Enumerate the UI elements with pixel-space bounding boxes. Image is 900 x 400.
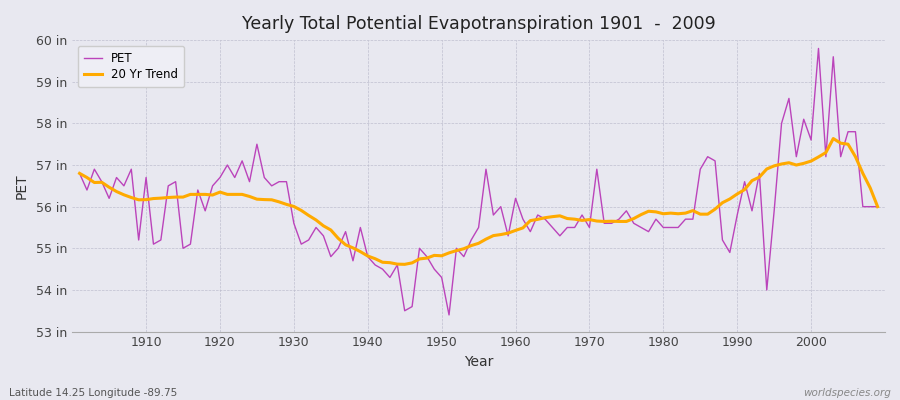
PET — [133, 238, 144, 242]
PET — [607, 221, 617, 226]
20 Yr Trend — [296, 208, 307, 213]
20 Yr Trend — [872, 204, 883, 209]
20 Yr Trend — [340, 242, 351, 247]
PET — [518, 217, 528, 222]
Text: worldspecies.org: worldspecies.org — [803, 388, 891, 398]
20 Yr Trend — [518, 226, 528, 230]
Y-axis label: PET: PET — [15, 173, 29, 199]
Line: 20 Yr Trend: 20 Yr Trend — [79, 138, 878, 264]
20 Yr Trend — [510, 228, 521, 233]
Line: PET: PET — [79, 48, 878, 315]
PET — [74, 171, 85, 176]
20 Yr Trend — [828, 136, 839, 141]
Legend: PET, 20 Yr Trend: PET, 20 Yr Trend — [78, 46, 184, 87]
PET — [872, 204, 883, 209]
20 Yr Trend — [74, 171, 85, 176]
20 Yr Trend — [133, 198, 144, 202]
PET — [296, 242, 307, 246]
X-axis label: Year: Year — [464, 355, 493, 369]
PET — [444, 312, 454, 317]
PET — [340, 229, 351, 234]
Text: Latitude 14.25 Longitude -89.75: Latitude 14.25 Longitude -89.75 — [9, 388, 177, 398]
20 Yr Trend — [607, 219, 617, 224]
PET — [510, 196, 521, 201]
20 Yr Trend — [400, 262, 410, 267]
Title: Yearly Total Potential Evapotranspiration 1901  -  2009: Yearly Total Potential Evapotranspiratio… — [242, 15, 716, 33]
PET — [813, 46, 824, 51]
